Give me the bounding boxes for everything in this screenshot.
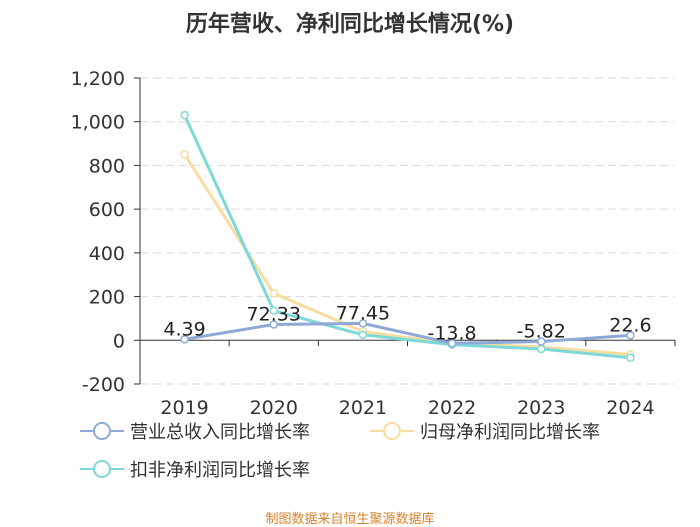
legend-item-net-profit-growth[interactable]: 归母净利润同比增长率 [370, 418, 600, 444]
data-label: -5.82 [517, 321, 566, 343]
data-point [269, 306, 278, 316]
legend-label: 扣非净利润同比增长率 [130, 460, 310, 481]
data-label: 4.39 [163, 318, 205, 340]
x-tick-label: 2019 [160, 397, 208, 419]
legend-circle-icon [370, 422, 414, 440]
data-point [537, 337, 546, 346]
y-tick-label: 1,200 [71, 68, 125, 90]
data-point [358, 330, 368, 340]
x-tick-label: 2020 [250, 397, 298, 419]
data-point [180, 110, 189, 120]
data-label: -13.8 [427, 322, 476, 344]
legend-item-deducted-profit-growth[interactable]: 扣非净利润同比增长率 [80, 456, 310, 482]
legend-item-revenue-growth[interactable]: 营业总收入同比增长率 [80, 418, 310, 444]
series-line [184, 321, 631, 345]
y-tick-label: 600 [89, 199, 125, 221]
data-label: 77.45 [336, 302, 390, 324]
x-tick-label: 2024 [606, 397, 654, 419]
series-line [183, 153, 631, 356]
chart-title: 历年营收、净利同比增长情况(%) [185, 12, 515, 37]
data-point [180, 335, 189, 344]
data-point [269, 320, 278, 329]
y-tick-label: 400 [89, 243, 125, 265]
y-tick-label: 0 [113, 330, 125, 352]
data-point [626, 331, 635, 340]
data-label: 72.33 [247, 303, 301, 325]
series-line [183, 114, 631, 360]
y-tick-label: 1,000 [71, 112, 125, 134]
y-tick-label: -200 [82, 374, 125, 396]
y-tick-label: 200 [89, 287, 125, 309]
legend-circle-icon [80, 460, 124, 478]
data-point [626, 353, 635, 363]
data-point [537, 344, 546, 354]
data-point [358, 319, 368, 328]
data-label: 22.6 [609, 314, 651, 336]
x-tick-label: 2022 [428, 397, 476, 419]
legend-circle-icon [80, 422, 124, 440]
data-point [180, 150, 189, 159]
x-tick-label: 2021 [339, 397, 387, 419]
legend-label: 营业总收入同比增长率 [130, 422, 310, 443]
y-tick-label: 800 [89, 155, 125, 177]
source-note: 制图数据来自恒生聚源数据库 [265, 512, 435, 527]
data-point [269, 289, 278, 298]
legend-label: 归母净利润同比增长率 [420, 422, 600, 443]
x-tick-label: 2023 [517, 397, 565, 419]
data-point [447, 339, 457, 348]
